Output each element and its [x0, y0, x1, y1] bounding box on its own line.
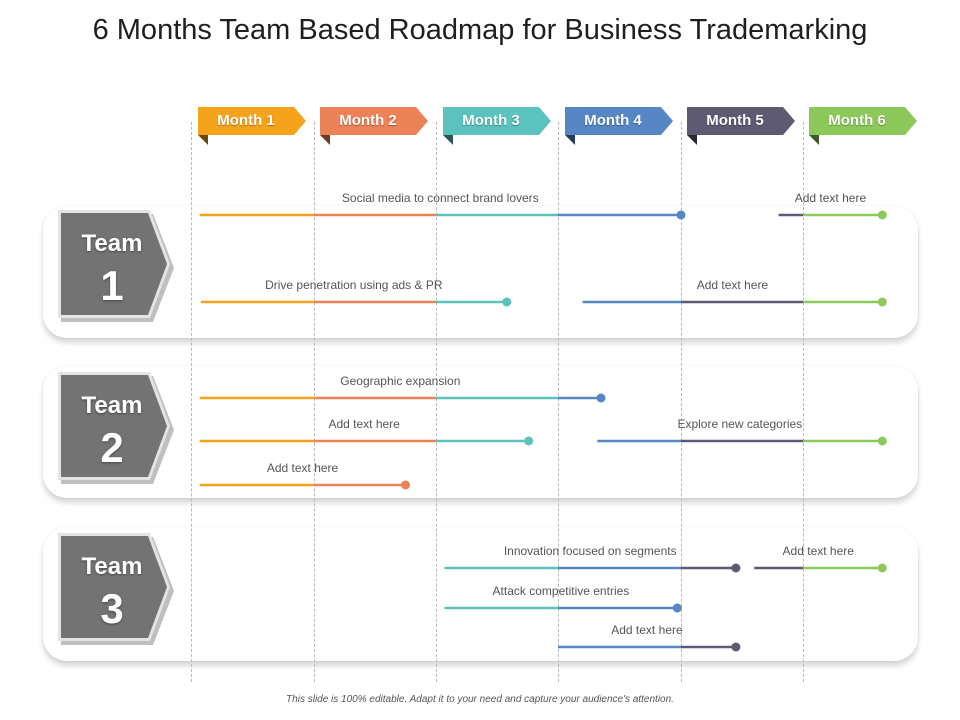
bar-label: Geographic expansion [340, 374, 461, 388]
month-divider-line [191, 122, 192, 682]
bar-end-dot [877, 210, 887, 220]
month-header-1: Month 1 [198, 107, 308, 145]
team-1-badge: Team 1 [58, 210, 174, 322]
team-label: Team [81, 392, 143, 419]
month-arrow-shape [565, 107, 673, 145]
team-3-panel [43, 527, 918, 661]
slide-footer-note: This slide is 100% editable. Adapt it to… [286, 694, 674, 705]
bar-label: Add text here [696, 278, 769, 292]
month-arrow-shape [198, 107, 306, 145]
bar-end-dot [596, 393, 606, 403]
month-label: Month 2 [339, 112, 397, 129]
month-label: Month 4 [584, 112, 642, 129]
team-label: Team [81, 553, 143, 580]
month-header-6: Month 6 [809, 107, 919, 145]
bar-label: Add text here [794, 191, 867, 205]
bar-end-dot [672, 603, 682, 613]
month-arrow-shape [809, 107, 917, 145]
bar-label: Drive penetration using ads & PR [265, 278, 443, 292]
month-divider-line [803, 122, 804, 682]
team-2-badge: Team 2 [58, 372, 174, 484]
team-number: 1 [100, 262, 124, 309]
month-label: Month 3 [462, 112, 520, 129]
slide-title: 6 Months Team Based Roadmap for Business… [92, 14, 868, 46]
team-3-badge: Team 3 [58, 533, 174, 645]
bar-end-dot [731, 642, 741, 652]
month-header-2: Month 2 [320, 107, 430, 145]
month-divider-line [681, 122, 682, 682]
month-header-4: Month 4 [565, 107, 675, 145]
team-number: 3 [100, 585, 124, 632]
bar-label: Explore new categories [677, 417, 803, 431]
bar-end-dot [676, 210, 686, 220]
month-arrow-shape [320, 107, 428, 145]
month-divider-line [558, 122, 559, 682]
bar-end-dot [524, 436, 534, 446]
bar-label: Add text here [266, 461, 339, 475]
month-header-3: Month 3 [443, 107, 553, 145]
team-pentagon-shape [58, 372, 174, 484]
team-2-panel [43, 366, 918, 498]
bar-end-dot [877, 436, 887, 446]
bar-end-dot [401, 480, 410, 490]
team-pentagon-shape [58, 533, 174, 645]
bar-label: Add text here [328, 417, 400, 431]
team-number: 2 [100, 424, 124, 471]
team-1-panel [43, 206, 918, 338]
bar-end-dot [877, 563, 887, 573]
bar-end-dot [502, 297, 512, 307]
month-arrow-shape [443, 107, 551, 145]
month-divider-line [314, 122, 315, 682]
month-label: Month 6 [828, 112, 886, 129]
bar-label: Attack competitive entries [492, 584, 630, 598]
team-pentagon-shape [58, 210, 174, 322]
bar-label: Add text here [611, 623, 683, 637]
bar-label: Social media to connect brand lovers [341, 191, 539, 205]
bar-label: Add text here [782, 544, 854, 558]
month-header-5: Month 5 [687, 107, 797, 145]
month-divider-line [436, 122, 437, 682]
team-label: Team [81, 230, 143, 257]
bar-end-dot [731, 563, 741, 573]
bar-label: Innovation focused on segments [503, 544, 677, 558]
month-label: Month 5 [706, 112, 764, 129]
month-arrow-shape [687, 107, 795, 145]
bar-end-dot [877, 297, 887, 307]
month-label: Month 1 [217, 112, 275, 129]
